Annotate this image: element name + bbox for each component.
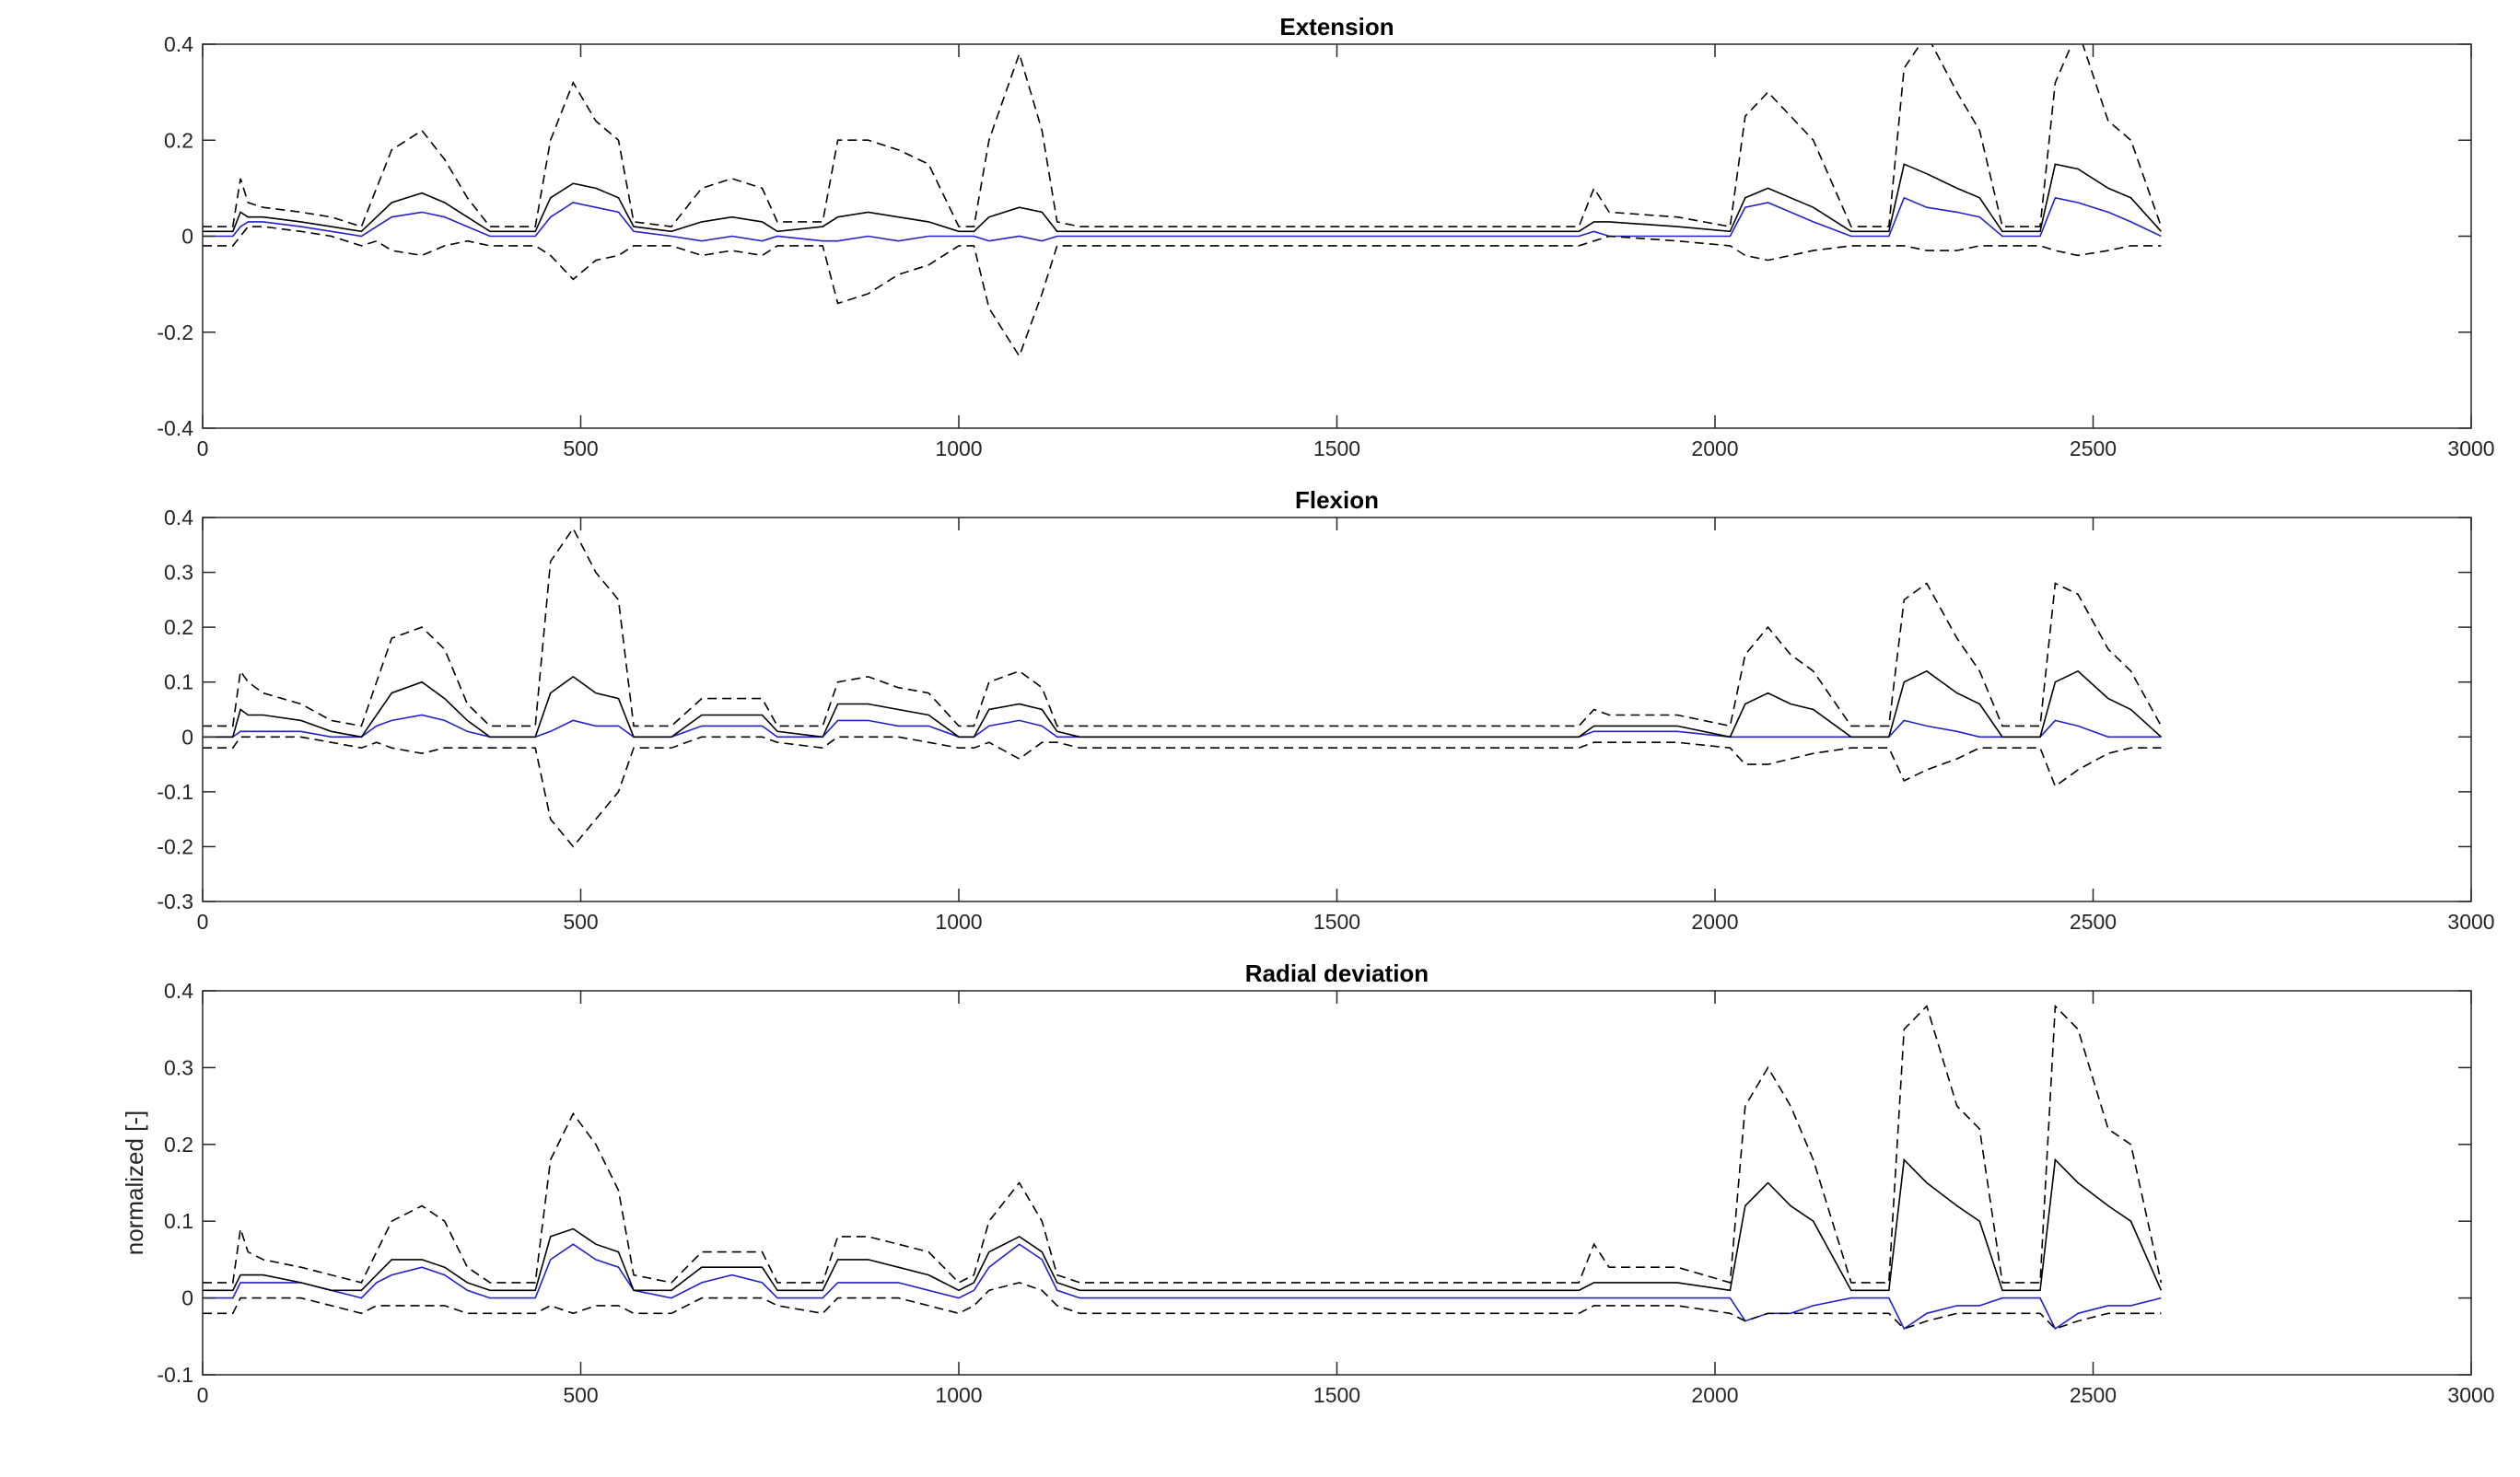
y-tick-label: 0.2 (164, 128, 193, 152)
y-tick-label: 0.4 (164, 506, 193, 529)
series-group (203, 1004, 2163, 1331)
y-tick-label: 0.2 (164, 615, 193, 639)
y-tick-label: 0.4 (164, 32, 193, 56)
y-tick-label: 0.3 (164, 561, 193, 585)
x-tick-label: 0 (197, 910, 209, 934)
series-line-3 (203, 226, 2162, 358)
x-tick-label: 1000 (935, 910, 982, 934)
x-tick-label: 1000 (935, 1383, 982, 1407)
y-tick-label: -0.2 (157, 320, 193, 344)
panels: Extension 0 500 1000 1500 2000 2500 3000 -0.4 -0.… (121, 13, 2495, 1407)
x-tick-label: 0 (197, 1383, 209, 1407)
x-tick-label: 1000 (935, 436, 982, 460)
x-tick-label: 1500 (1313, 436, 1360, 460)
series-line-0 (203, 196, 2162, 242)
series-line-2 (203, 44, 2163, 228)
y-tick-label: -0.3 (157, 890, 193, 913)
series-group (203, 527, 2163, 848)
y-tick-label: 0.1 (164, 670, 193, 694)
y-tick-label: 0.4 (164, 979, 193, 1003)
x-tick-label: 500 (563, 436, 598, 460)
x-tick-label: 2500 (2070, 436, 2117, 460)
y-tick-label: -0.2 (157, 834, 193, 858)
x-tick-label: 2500 (2070, 1383, 2117, 1407)
x-tick-label: 3000 (2447, 436, 2494, 460)
x-tick-label: 1500 (1313, 1383, 1360, 1407)
subplot-2: Radial deviation 0 500 1000 1500 2000 2500 3000… (121, 959, 2495, 1407)
series-line-3 (203, 1282, 2162, 1330)
y-tick-label: 0 (181, 1286, 193, 1310)
x-tick-label: 0 (197, 436, 209, 460)
y-tick-label: 0 (181, 225, 193, 249)
x-tick-label: 2000 (1691, 436, 1738, 460)
x-tick-label: 500 (563, 910, 598, 934)
series-group (203, 44, 2163, 358)
subplot-1: Flexion 0 500 1000 1500 2000 2500 3000 -0.3 -0.2 -… (157, 486, 2494, 934)
x-tick-label: 1500 (1313, 910, 1360, 934)
subplot-title: Extension (1279, 13, 1394, 41)
axes-box (202, 990, 2472, 1376)
y-tick-label: 0.1 (164, 1209, 193, 1233)
x-tick-label: 2500 (2070, 910, 2117, 934)
y-tick-label: 0.3 (164, 1055, 193, 1079)
series-line-1 (203, 163, 2162, 233)
series-line-1 (203, 1157, 2163, 1292)
x-tick-label: 3000 (2447, 910, 2494, 934)
series-line-2 (203, 527, 2163, 727)
subplot-title: Flexion (1295, 486, 1379, 514)
y-axis-label: normalized [-] (121, 1111, 148, 1256)
y-tick-label: 0.2 (164, 1133, 193, 1157)
x-tick-label: 2000 (1691, 1383, 1738, 1407)
series-line-1 (203, 669, 2162, 738)
series-line-2 (203, 1004, 2163, 1284)
series-line-3 (203, 736, 2162, 848)
y-tick-label: -0.1 (157, 780, 193, 804)
x-tick-label: 2000 (1691, 910, 1738, 934)
subplot-title: Radial deviation (1245, 959, 1429, 987)
x-tick-label: 3000 (2447, 1383, 2494, 1407)
subplot-0: Extension 0 500 1000 1500 2000 2500 3000 -0.4 -0.… (157, 13, 2494, 460)
y-tick-label: 0 (181, 725, 193, 749)
y-tick-label: -0.1 (157, 1363, 193, 1387)
y-tick-label: -0.4 (157, 416, 193, 440)
x-tick-label: 500 (563, 1383, 598, 1407)
series-line-0 (203, 1243, 2162, 1331)
